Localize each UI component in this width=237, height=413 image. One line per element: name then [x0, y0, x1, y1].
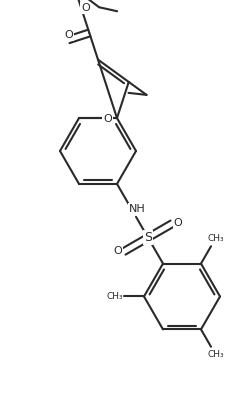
- Text: CH₃: CH₃: [107, 292, 123, 301]
- Text: O: O: [82, 3, 90, 13]
- Text: O: O: [174, 218, 183, 228]
- Text: O: O: [64, 30, 73, 40]
- Text: O: O: [113, 246, 122, 256]
- Text: O: O: [103, 114, 112, 124]
- Text: CH₃: CH₃: [207, 234, 224, 243]
- Text: CH₃: CH₃: [207, 350, 224, 359]
- Text: NH: NH: [129, 204, 145, 214]
- Text: S: S: [144, 231, 152, 244]
